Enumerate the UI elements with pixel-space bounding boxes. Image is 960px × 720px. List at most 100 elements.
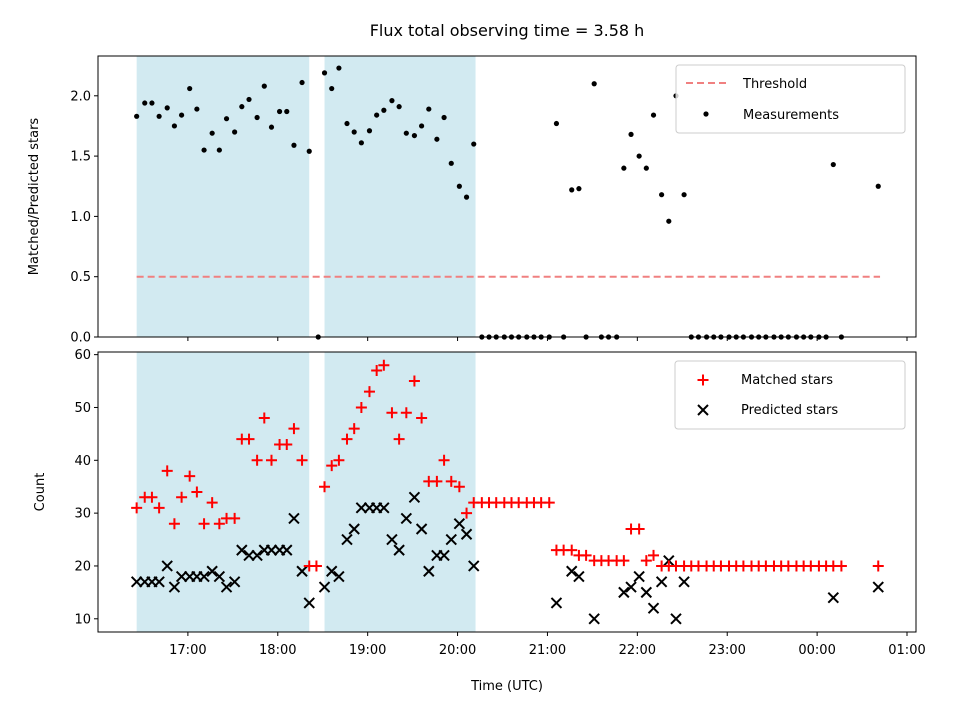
y-tick-label: 50 (74, 401, 91, 416)
chart-title: Flux total observing time = 3.58 h (370, 21, 645, 40)
measurement-point (666, 218, 672, 224)
measurement-point (463, 194, 470, 200)
measurement-point (239, 104, 245, 110)
matched-star-marker (872, 560, 884, 572)
predicted-star-marker (213, 570, 226, 583)
measurement-point (164, 105, 170, 111)
measurement-point (194, 106, 200, 112)
matched-star-marker (319, 481, 331, 493)
measurement-point (284, 108, 290, 115)
predicted-star-marker (393, 544, 405, 556)
matched-star-marker (348, 423, 360, 435)
predicted-legend-label: Predicted stars (741, 403, 838, 418)
measurement-point (830, 161, 836, 168)
matched-star-marker (251, 454, 263, 466)
matched-star-marker (438, 454, 450, 466)
measurement-point (448, 160, 454, 166)
threshold-legend-label: Threshold (742, 77, 807, 92)
matched-star-marker (265, 454, 277, 466)
matched-star-marker (243, 433, 255, 445)
ratio-panel-frame (97, 55, 917, 338)
x-tick-label: 00:00 (798, 643, 835, 658)
measurement-point (591, 81, 597, 87)
measurement-point (569, 187, 575, 193)
measurement-point (426, 106, 432, 112)
measurement-point (201, 147, 207, 153)
observing-window-band (324, 352, 476, 632)
y-tick-label: 40 (74, 454, 91, 469)
matched-star-marker (176, 491, 188, 503)
predicted-star-marker (872, 581, 884, 593)
measurement-point (149, 100, 155, 106)
predicted-star-marker (281, 544, 293, 556)
matched-star-marker (648, 549, 660, 561)
predicted-star-marker (415, 523, 428, 535)
measurement-point (396, 104, 402, 110)
matched-star-marker (281, 438, 293, 450)
measurement-point (358, 140, 364, 146)
matched-star-marker (131, 502, 143, 514)
y-tick-label: 1.0 (70, 210, 91, 225)
measurement-point (254, 114, 260, 121)
observing-window-band (136, 352, 310, 632)
measurement-point (643, 165, 649, 171)
y-tick-label: 10 (74, 612, 91, 627)
matched-star-marker (191, 486, 203, 498)
measurement-point (434, 136, 440, 142)
matched-star-marker (206, 497, 218, 509)
observing-window-band (136, 56, 310, 337)
measurement-point (134, 113, 140, 119)
measurement-point (636, 153, 642, 159)
predicted-star-marker (161, 560, 173, 572)
predicted-star-marker (386, 533, 398, 546)
predicted-star-marker (670, 613, 682, 625)
matched-star-marker (288, 423, 300, 435)
predicted-star-marker (288, 512, 300, 525)
matched-star-marker (258, 412, 270, 424)
matched-legend-plus (697, 374, 709, 386)
predicted-star-marker (573, 570, 585, 583)
count-x-axis: 17:00 18:00 19:00 20:00 21:00 22:00 23:00 00:00… (169, 632, 926, 658)
y-tick-label: 0.5 (70, 270, 91, 285)
predicted-star-marker (423, 565, 435, 577)
matched-star-marker (378, 359, 390, 371)
measurement-point (576, 186, 582, 192)
measurement-point (411, 132, 418, 139)
predicted-star-marker (206, 565, 218, 577)
x-axis-label: Time (UTC) (470, 679, 543, 694)
predicted-star-marker (445, 533, 457, 546)
observing-windows (136, 56, 476, 337)
y-tick-label: 0.0 (70, 331, 91, 346)
matched-star-markers (131, 359, 884, 572)
x-tick-label: 23:00 (708, 643, 745, 658)
predicted-star-marker (647, 602, 660, 614)
predicted-star-marker (130, 576, 143, 588)
measurement-point (456, 183, 462, 189)
measurement-point (366, 128, 373, 134)
matched-star-marker (363, 386, 375, 398)
measurement-point (171, 123, 178, 129)
count-panel-frame (97, 351, 917, 633)
predicted-legend-cross (697, 404, 709, 416)
matched-star-marker (386, 407, 398, 419)
y-tick-label: 1.5 (70, 150, 91, 165)
matched-star-marker (408, 375, 420, 387)
measurement-point (875, 183, 881, 189)
matched-star-marker (326, 460, 338, 472)
measurement-point (650, 112, 657, 118)
predicted-star-marker (198, 570, 210, 583)
matched-star-marker (355, 401, 367, 413)
predicted-star-marker (453, 517, 466, 530)
measurement-point (553, 120, 560, 127)
predicted-star-marker (265, 544, 278, 556)
measurement-point (178, 112, 185, 118)
predicted-legend-swatch (697, 404, 709, 416)
measurement-legend-label: Measurements (743, 108, 839, 123)
matched-star-marker (393, 433, 405, 445)
measurement-point (336, 65, 342, 71)
x-tick-label: 19:00 (349, 643, 386, 658)
measurement-point (471, 141, 477, 147)
measurement-point (351, 129, 357, 135)
ratio-x-ticks (187, 337, 908, 341)
count-legend: Matched stars Predicted stars (674, 360, 906, 430)
